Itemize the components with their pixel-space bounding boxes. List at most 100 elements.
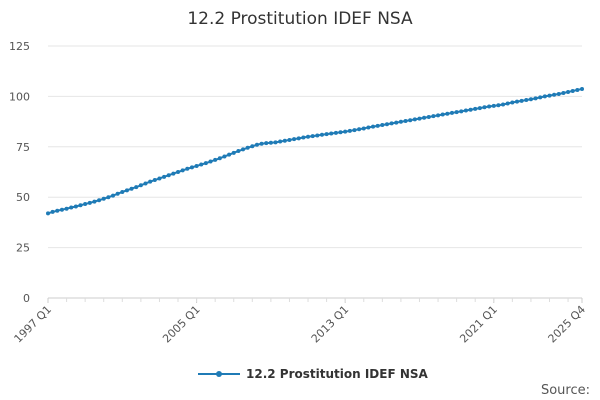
data-point[interactable] <box>394 120 399 125</box>
data-point[interactable] <box>120 189 125 194</box>
data-point[interactable] <box>301 135 306 140</box>
data-point[interactable] <box>55 208 60 213</box>
data-point[interactable] <box>361 126 366 131</box>
data-point[interactable] <box>371 124 376 129</box>
data-point[interactable] <box>329 131 334 136</box>
data-point[interactable] <box>296 136 301 141</box>
data-point[interactable] <box>417 116 422 121</box>
data-point[interactable] <box>64 206 69 211</box>
data-point[interactable] <box>380 123 385 128</box>
data-point[interactable] <box>514 99 519 104</box>
data-point[interactable] <box>496 103 501 108</box>
data-point[interactable] <box>491 103 496 108</box>
data-point[interactable] <box>287 137 292 142</box>
data-point[interactable] <box>292 137 297 142</box>
data-point[interactable] <box>115 191 120 196</box>
data-point[interactable] <box>254 142 259 147</box>
data-point[interactable] <box>468 107 473 112</box>
data-point[interactable] <box>566 89 571 94</box>
data-point[interactable] <box>268 140 273 145</box>
data-point[interactable] <box>324 132 329 137</box>
data-point[interactable] <box>445 111 450 116</box>
data-point[interactable] <box>412 117 417 122</box>
data-point[interactable] <box>343 129 348 134</box>
data-point[interactable] <box>533 96 538 101</box>
data-point[interactable] <box>547 93 552 98</box>
data-point[interactable] <box>129 186 134 191</box>
data-point[interactable] <box>352 128 357 133</box>
data-point[interactable] <box>227 152 232 157</box>
data-point[interactable] <box>487 104 492 109</box>
data-point[interactable] <box>575 87 580 92</box>
data-point[interactable] <box>259 141 264 146</box>
data-point[interactable] <box>250 144 255 149</box>
data-point[interactable] <box>542 94 547 99</box>
data-point[interactable] <box>398 119 403 124</box>
data-point[interactable] <box>124 188 129 193</box>
data-point[interactable] <box>264 141 269 146</box>
data-point[interactable] <box>213 157 218 162</box>
data-point[interactable] <box>157 176 162 181</box>
data-point[interactable] <box>50 209 55 214</box>
data-point[interactable] <box>347 128 352 133</box>
data-point[interactable] <box>111 193 116 198</box>
data-point[interactable] <box>338 130 343 135</box>
data-point[interactable] <box>245 145 250 150</box>
data-point[interactable] <box>143 181 148 186</box>
data-point[interactable] <box>556 91 561 96</box>
data-point[interactable] <box>454 110 459 115</box>
data-point[interactable] <box>422 115 427 120</box>
data-point[interactable] <box>278 139 283 144</box>
data-point[interactable] <box>524 98 529 103</box>
data-point[interactable] <box>97 198 102 203</box>
data-point[interactable] <box>384 122 389 127</box>
data-point[interactable] <box>436 113 441 118</box>
data-point[interactable] <box>580 86 584 91</box>
data-point[interactable] <box>459 109 464 114</box>
data-point[interactable] <box>538 95 543 100</box>
data-point[interactable] <box>222 154 227 159</box>
data-point[interactable] <box>310 134 315 139</box>
data-point[interactable] <box>552 92 557 97</box>
data-point[interactable] <box>78 203 83 208</box>
data-point[interactable] <box>570 88 575 93</box>
data-point[interactable] <box>217 156 222 161</box>
data-point[interactable] <box>162 174 167 179</box>
data-point[interactable] <box>241 147 246 152</box>
data-point[interactable] <box>375 123 380 128</box>
data-point[interactable] <box>408 118 413 123</box>
data-point[interactable] <box>319 132 324 137</box>
data-point[interactable] <box>403 119 408 123</box>
data-point[interactable] <box>519 98 524 103</box>
data-point[interactable] <box>138 183 143 188</box>
data-point[interactable] <box>440 112 445 117</box>
data-point[interactable] <box>134 185 139 190</box>
data-point[interactable] <box>92 199 97 204</box>
data-point[interactable] <box>171 171 176 176</box>
data-point[interactable] <box>426 114 431 119</box>
data-point[interactable] <box>477 106 482 111</box>
data-point[interactable] <box>273 140 278 145</box>
data-point[interactable] <box>176 170 181 174</box>
data-point[interactable] <box>231 150 236 155</box>
data-point[interactable] <box>282 138 287 143</box>
data-point[interactable] <box>528 97 533 102</box>
data-point[interactable] <box>59 207 64 212</box>
data-point[interactable] <box>366 125 371 130</box>
data-point[interactable] <box>482 105 487 110</box>
data-point[interactable] <box>46 211 50 216</box>
data-point[interactable] <box>473 106 478 111</box>
data-point[interactable] <box>69 205 74 210</box>
data-point[interactable] <box>189 165 194 170</box>
data-point[interactable] <box>510 100 515 105</box>
data-point[interactable] <box>148 179 153 184</box>
data-point[interactable] <box>449 110 454 115</box>
data-point[interactable] <box>431 114 436 119</box>
data-point[interactable] <box>357 127 362 132</box>
data-point[interactable] <box>208 159 213 164</box>
data-point[interactable] <box>236 149 241 154</box>
data-point[interactable] <box>106 195 111 200</box>
data-point[interactable] <box>463 108 468 113</box>
data-point[interactable] <box>73 204 78 209</box>
data-point[interactable] <box>87 200 92 205</box>
